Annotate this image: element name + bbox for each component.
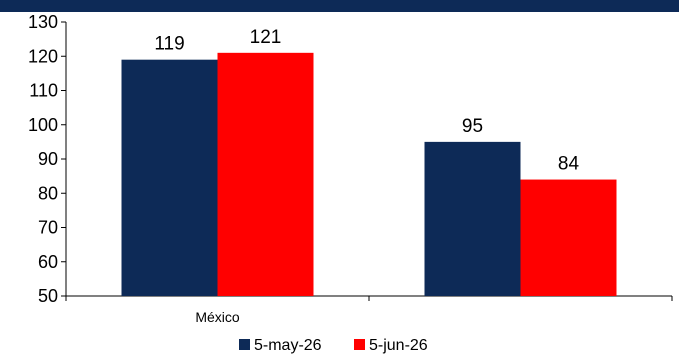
y-tick-label: 80	[38, 183, 58, 203]
x-category-label: México	[195, 309, 240, 325]
y-tick-label: 130	[28, 12, 58, 32]
data-labels: 119 95 121 84	[154, 27, 579, 175]
x-axis: México	[65, 295, 673, 325]
legend-swatch	[354, 339, 365, 350]
data-label: 119	[154, 34, 184, 55]
y-tick-label: 100	[28, 115, 58, 135]
legend-swatch	[239, 339, 250, 350]
data-label: 121	[250, 27, 282, 48]
y-tick-label: 50	[38, 286, 58, 306]
data-label: 84	[558, 154, 580, 175]
y-tick-label: 70	[38, 218, 58, 238]
bar-5-jun-26-1	[520, 179, 617, 296]
legend-label: 5-jun-26	[369, 337, 428, 354]
y-tick-label: 120	[28, 46, 58, 66]
y-axis: 50 60 70 80 90 100 110 120 130	[28, 12, 67, 306]
bar-5-jun-26-0	[217, 52, 314, 297]
y-tick-label: 60	[38, 252, 58, 272]
bar-5-may-26-1	[424, 141, 521, 296]
y-tick-label: 110	[29, 81, 58, 101]
y-tick-label: 90	[38, 149, 58, 169]
bar-5-may-26-0	[121, 59, 218, 296]
chart-title-bar	[0, 0, 679, 12]
legend-label: 5-may-26	[254, 337, 322, 354]
bars	[121, 52, 617, 297]
data-label: 95	[462, 116, 483, 137]
legend: 5-may-26 5-jun-26	[239, 337, 428, 354]
